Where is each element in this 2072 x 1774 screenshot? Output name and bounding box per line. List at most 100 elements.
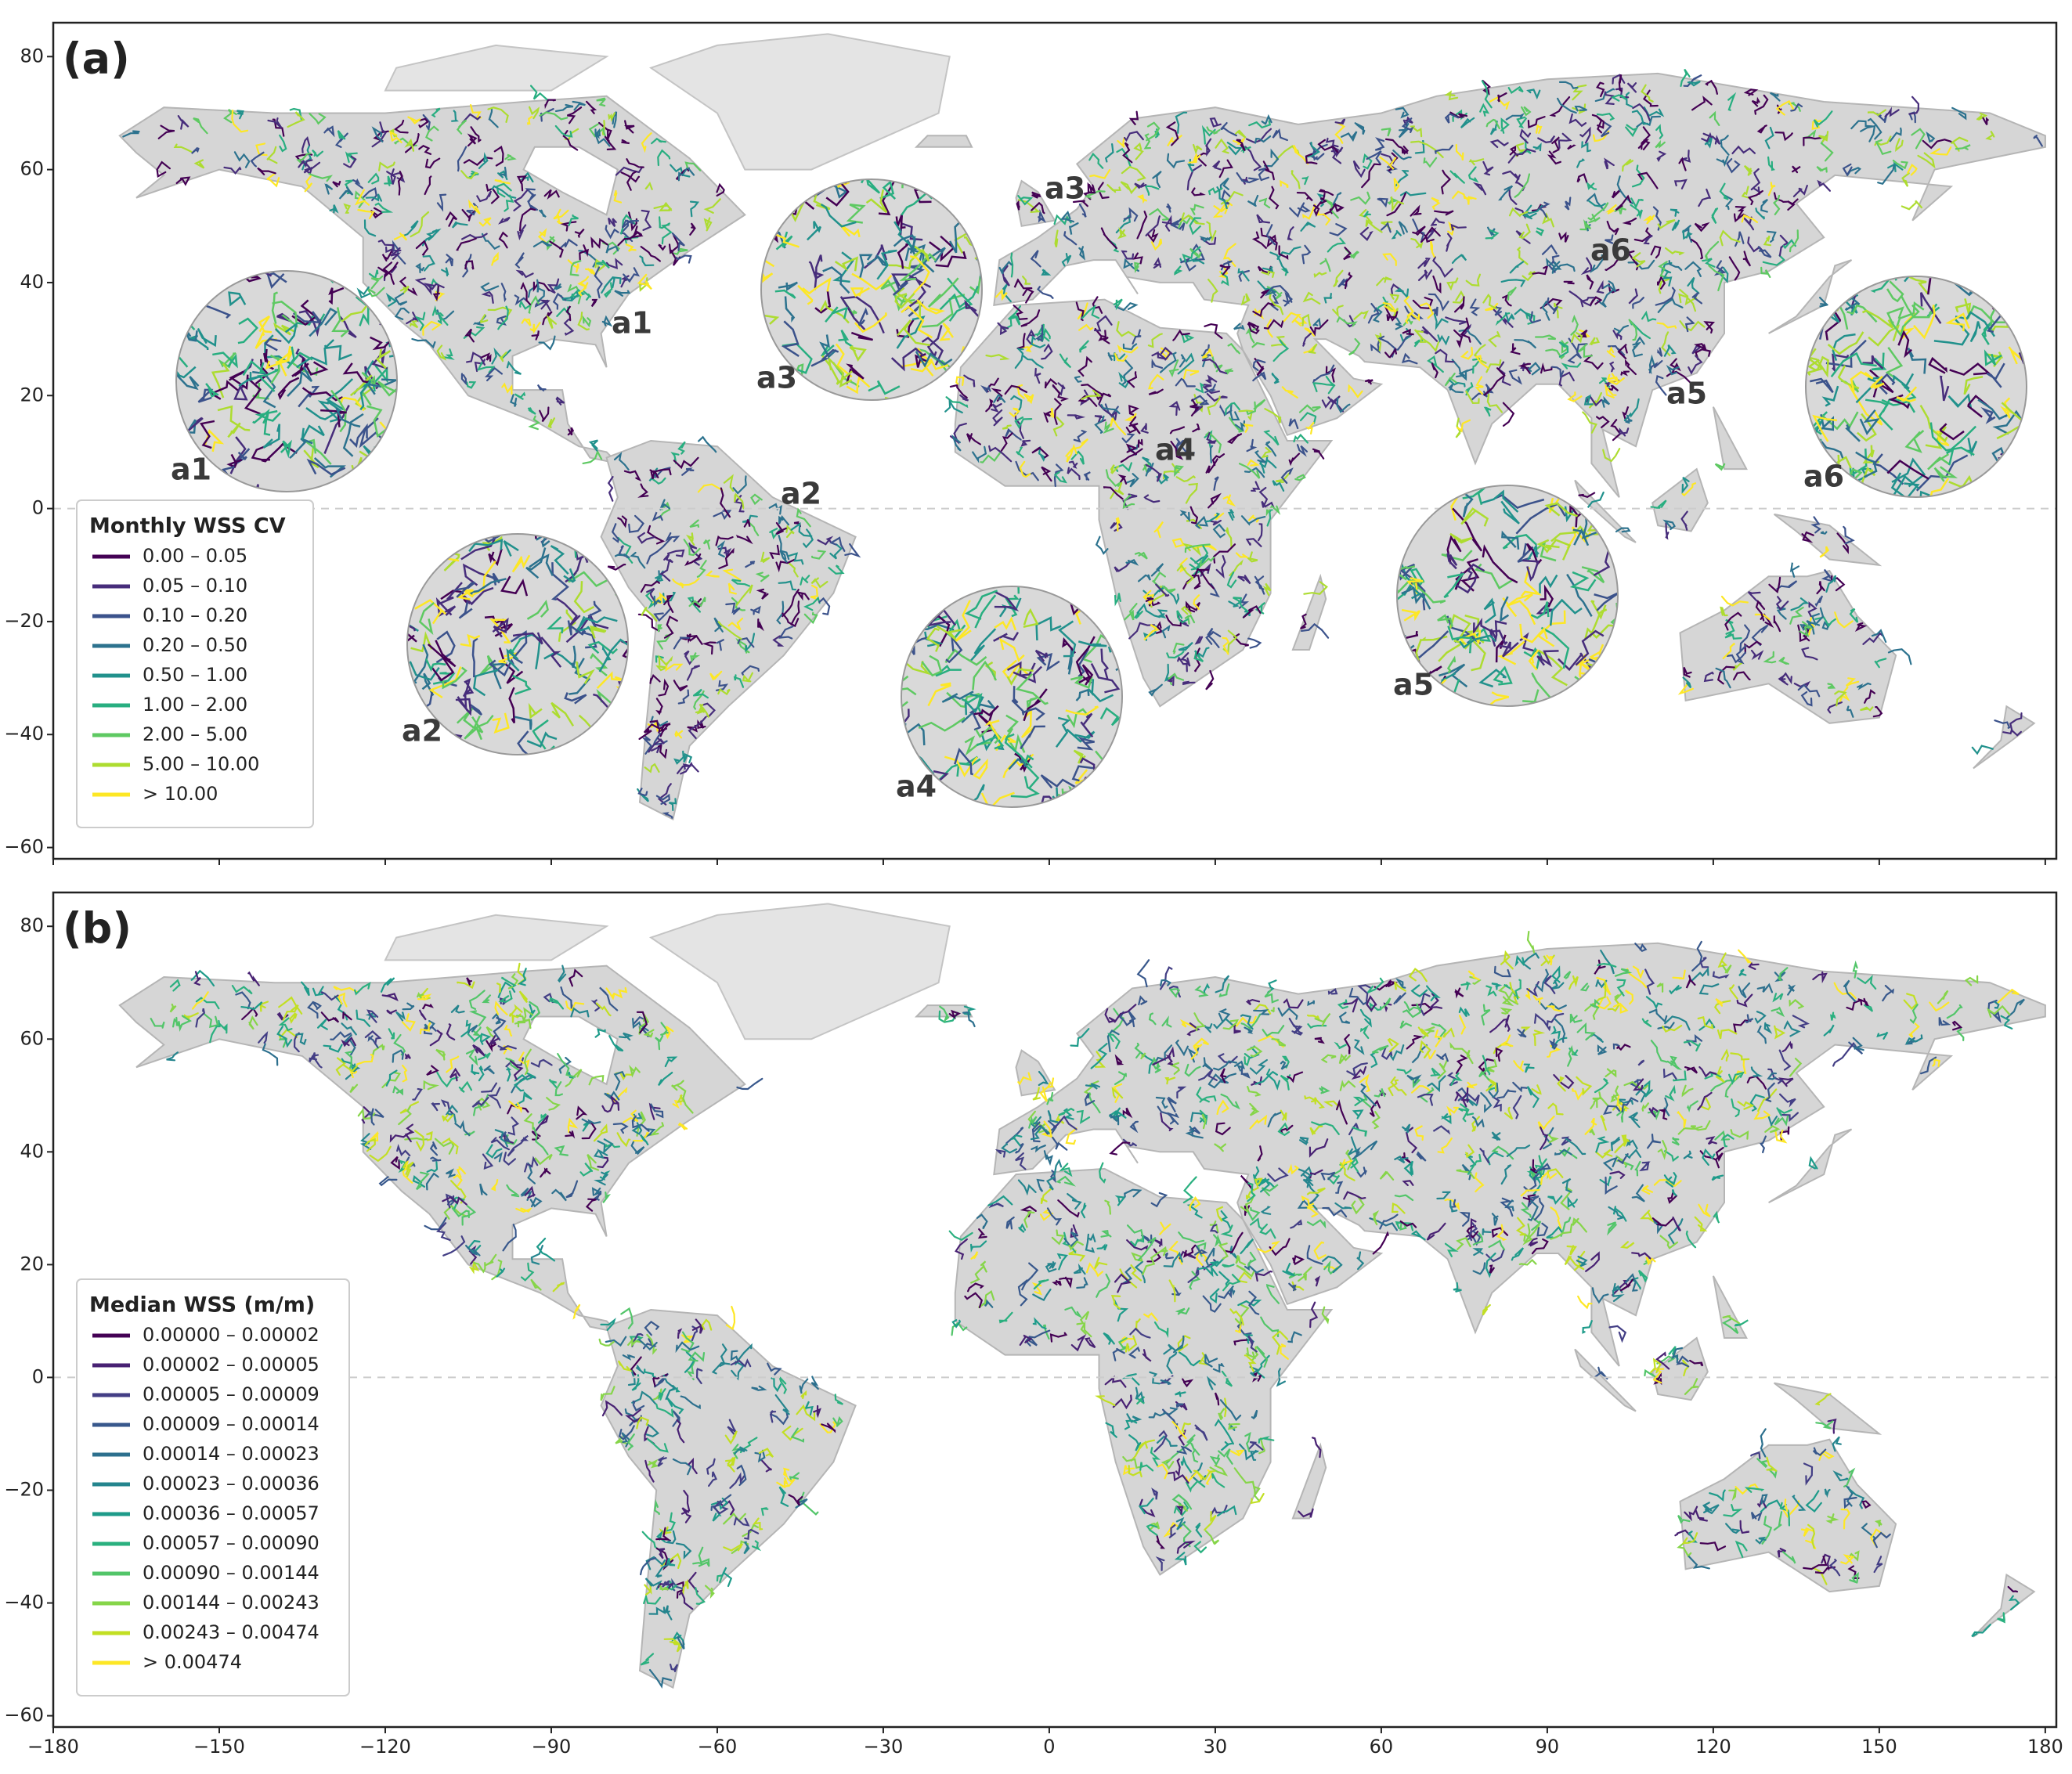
river	[1488, 1239, 1506, 1251]
river	[998, 261, 1013, 275]
river	[1247, 1251, 1257, 1267]
river	[1739, 1520, 1750, 1534]
river	[1545, 258, 1555, 274]
inset-label: a3	[1045, 171, 1085, 206]
river	[1764, 1082, 1775, 1102]
river	[1789, 562, 1799, 578]
river	[1602, 1156, 1618, 1171]
river	[1294, 474, 1306, 481]
river	[760, 1507, 769, 1516]
river	[1457, 1087, 1469, 1102]
inset-river	[176, 370, 200, 391]
river	[1164, 588, 1180, 605]
river	[1789, 1058, 1803, 1077]
river	[1372, 1231, 1389, 1255]
river	[323, 125, 335, 138]
river	[1157, 609, 1168, 618]
river	[821, 1422, 836, 1433]
river	[1862, 632, 1884, 645]
river	[680, 578, 700, 586]
river	[1518, 1258, 1537, 1266]
inset-river	[1577, 684, 1605, 706]
river	[638, 1339, 658, 1351]
river	[423, 283, 445, 290]
river	[1314, 1275, 1321, 1287]
river	[377, 261, 399, 279]
river	[1267, 1112, 1282, 1128]
river	[1366, 977, 1384, 993]
river	[192, 991, 209, 1010]
river	[1590, 1096, 1609, 1110]
river	[623, 1109, 639, 1123]
river	[1472, 1232, 1484, 1246]
river	[1773, 1511, 1783, 1531]
river	[614, 553, 630, 559]
river	[1151, 358, 1164, 369]
river	[1550, 366, 1565, 378]
river	[1482, 294, 1498, 310]
river	[1222, 1019, 1240, 1030]
river	[1547, 1005, 1563, 1012]
river	[684, 553, 702, 566]
y-tick-label: −60	[4, 1704, 44, 1726]
legend-box	[76, 1278, 350, 1696]
river	[436, 193, 447, 212]
river	[1691, 96, 1713, 111]
river	[1711, 1174, 1724, 1181]
river	[1193, 544, 1217, 551]
river	[1016, 333, 1026, 350]
river	[774, 1394, 790, 1415]
river	[1260, 1206, 1272, 1215]
river	[659, 1585, 669, 1592]
river	[713, 1500, 729, 1515]
river	[959, 394, 969, 402]
river	[671, 1080, 684, 1091]
inset-river	[532, 719, 549, 750]
river	[1220, 1093, 1240, 1110]
legend-label: 1.00 – 2.00	[143, 694, 247, 716]
river	[445, 254, 453, 267]
river	[1252, 302, 1276, 318]
river	[1720, 595, 1749, 607]
inset-river	[1583, 624, 1617, 640]
river	[533, 1115, 549, 1134]
river	[608, 1035, 624, 1052]
river	[1895, 138, 1904, 153]
river	[1190, 395, 1210, 406]
river	[1174, 465, 1185, 478]
river	[1694, 222, 1710, 233]
inset-river	[854, 312, 887, 334]
inset-river	[2000, 397, 2013, 419]
inset-river	[761, 219, 775, 240]
river	[1713, 1210, 1720, 1224]
river	[1046, 1176, 1056, 1191]
river	[1063, 1231, 1079, 1248]
river	[1078, 323, 1094, 331]
river	[312, 1001, 322, 1011]
legend-label: 0.00014 – 0.00023	[143, 1443, 319, 1465]
river	[1641, 1184, 1654, 1195]
river	[380, 977, 395, 993]
river	[1116, 147, 1132, 168]
river	[1031, 201, 1045, 215]
inset-river	[944, 755, 978, 777]
river	[596, 97, 607, 107]
river	[1073, 1263, 1086, 1275]
river	[1467, 970, 1480, 981]
panel-label: (a)	[63, 34, 130, 84]
river	[644, 1577, 662, 1590]
river	[1202, 384, 1221, 395]
river	[1630, 197, 1644, 209]
river	[1482, 160, 1494, 176]
river	[1663, 1149, 1679, 1163]
river	[1194, 1424, 1208, 1441]
inset-river	[1036, 653, 1060, 672]
river	[429, 1029, 443, 1047]
river	[1175, 377, 1196, 388]
river	[1258, 486, 1269, 508]
river	[1325, 137, 1339, 148]
river	[1535, 968, 1550, 993]
river	[1832, 1042, 1855, 1067]
river	[1402, 1180, 1414, 1187]
river	[732, 475, 747, 495]
